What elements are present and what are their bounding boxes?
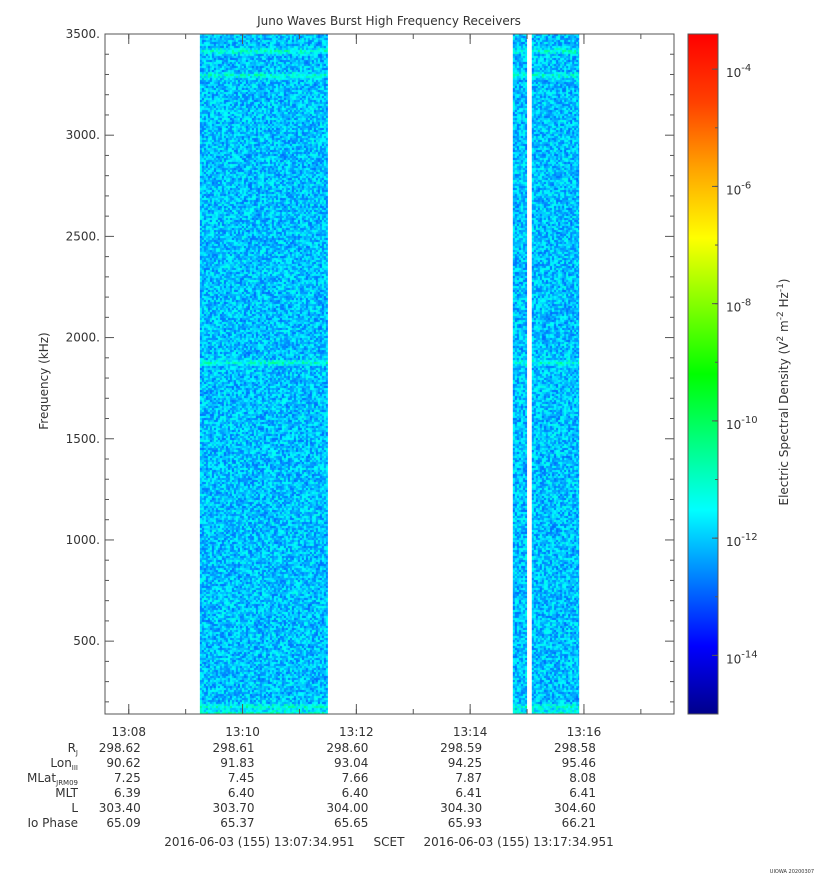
y-tick-label: 500. xyxy=(73,634,100,648)
colorbar-tick-label: 10-6 xyxy=(726,180,751,197)
ephemeris-value: 8.08 xyxy=(569,771,596,785)
ephemeris-value: 66.21 xyxy=(562,816,596,830)
colorbar-tick-label: 10-14 xyxy=(726,649,758,666)
ephemeris-value: 6.41 xyxy=(569,786,596,800)
ephemeris-row-label: L xyxy=(71,801,78,815)
ephemeris-value: 7.66 xyxy=(342,771,369,785)
ephemeris-value: 6.41 xyxy=(455,786,482,800)
ephemeris-row-label: MLT xyxy=(55,786,78,800)
ephemeris-value: 303.70 xyxy=(213,801,255,815)
ephemeris-value: 6.40 xyxy=(342,786,369,800)
ephemeris-value: 298.59 xyxy=(440,741,482,755)
ephemeris-value: 6.39 xyxy=(114,786,141,800)
plot-frame xyxy=(104,33,675,715)
ephemeris-value: 304.30 xyxy=(440,801,482,815)
ephemeris-value: 65.09 xyxy=(106,816,140,830)
y-tick-label: 2500. xyxy=(66,229,100,243)
colorbar xyxy=(687,33,719,715)
colorbar-ticks: 10-4 10-6 10-8 10-10 10-12 10-14 xyxy=(712,63,758,715)
time-range-label: 2016-06-03 (155) 13:07:34.951 SCET 2016-… xyxy=(164,835,614,849)
y-tick-label: 1000. xyxy=(66,533,100,547)
ephemeris-value: 94.25 xyxy=(448,756,482,770)
x-tick-label: 13:08 xyxy=(111,725,146,739)
ephemeris-value: 65.65 xyxy=(334,816,368,830)
ephemeris-value: 298.62 xyxy=(99,741,141,755)
ephemeris-value: 6.40 xyxy=(228,786,255,800)
colorbar-tick-label: 10-4 xyxy=(726,63,751,80)
colorbar-label: Electric Spectral Density (V2 m-2 Hz-1) xyxy=(776,278,791,505)
x-axis-ticks: 13:08 13:10 13:12 13:14 13:16 xyxy=(111,34,642,739)
ephemeris-value: 95.46 xyxy=(562,756,596,770)
ephemeris-value: 298.58 xyxy=(554,741,596,755)
x-tick-label: 13:16 xyxy=(567,725,602,739)
ephemeris-value: 65.93 xyxy=(448,816,482,830)
ephemeris-value: 7.45 xyxy=(228,771,255,785)
ephemeris-value: 304.00 xyxy=(326,801,368,815)
colorbar-tick-label: 10-8 xyxy=(726,298,751,315)
ephemeris-row-label: MLatJRM09 xyxy=(27,771,78,787)
ephemeris-row-label: Io Phase xyxy=(27,816,78,830)
spectrogram-segment xyxy=(199,34,328,714)
ephemeris-value: 298.60 xyxy=(326,741,368,755)
ephemeris-value: 303.40 xyxy=(99,801,141,815)
generation-stamp: UIOWA 20200307 xyxy=(770,869,814,875)
ephemeris-table: RJ 298.62 298.61 298.60 298.59 298.58 LonIII 90… xyxy=(27,741,596,830)
y-axis-label: Frequency (kHz) xyxy=(37,332,51,429)
y-tick-label: 2000. xyxy=(66,331,100,345)
y-tick-label: 3500. xyxy=(66,27,100,41)
ephemeris-value: 7.87 xyxy=(455,771,482,785)
ephemeris-value: 298.61 xyxy=(213,741,255,755)
ephemeris-value: 7.25 xyxy=(114,771,141,785)
spectrogram-segment xyxy=(512,34,528,714)
y-axis-ticks: 3500. 3000. 2500. 2000. 1500. 1000. 500. xyxy=(66,27,674,703)
ephemeris-value: 91.83 xyxy=(220,756,254,770)
spectrogram-panel xyxy=(199,34,580,714)
spectrogram-segment xyxy=(531,34,580,714)
ephemeris-value: 93.04 xyxy=(334,756,368,770)
x-tick-label: 13:12 xyxy=(339,725,374,739)
chart-title: Juno Waves Burst High Frequency Receiver… xyxy=(256,14,521,28)
y-tick-label: 3000. xyxy=(66,128,100,142)
ephemeris-value: 90.62 xyxy=(106,756,140,770)
x-tick-label: 13:10 xyxy=(225,725,260,739)
colorbar-tick-label: 10-10 xyxy=(726,415,758,432)
ephemeris-value: 304.60 xyxy=(554,801,596,815)
ephemeris-row-label: RJ xyxy=(68,741,78,757)
x-tick-label: 13:14 xyxy=(453,725,488,739)
ephemeris-value: 65.37 xyxy=(220,816,254,830)
colorbar-tick-label: 10-12 xyxy=(726,532,758,549)
y-tick-label: 1500. xyxy=(66,432,100,446)
ephemeris-row-label: LonIII xyxy=(50,756,78,772)
